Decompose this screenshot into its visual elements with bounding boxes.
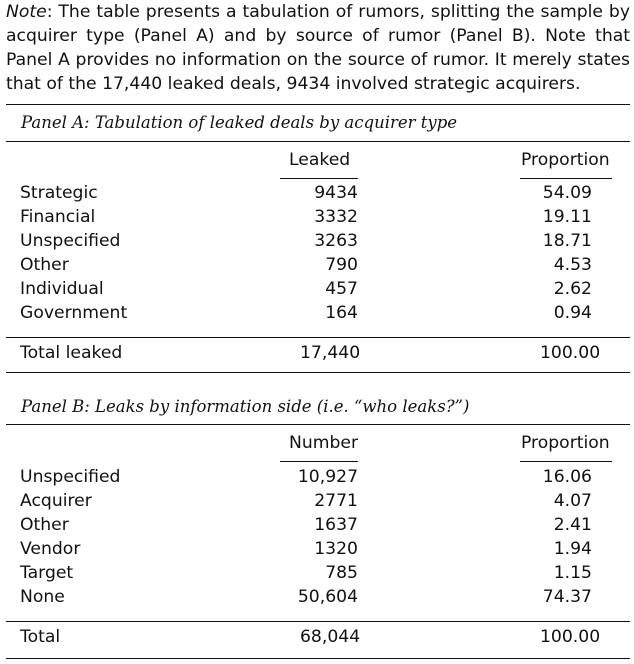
- table-row-label: Other: [20, 515, 69, 535]
- table-row-value: 457: [325, 279, 358, 299]
- panel-b-header-number: Number: [289, 433, 359, 453]
- table-row-proportion: 54.09: [542, 183, 592, 203]
- table-row-proportion: 74.37: [542, 587, 592, 607]
- table-row-proportion: 2.62: [553, 279, 592, 299]
- table-row-label: Unspecified: [20, 467, 121, 487]
- panel-b-bottom-rule: [6, 658, 630, 659]
- panel-a-bottom-rule: [6, 372, 630, 373]
- panel-a-top-rule: [6, 104, 630, 105]
- table-row-proportion: 0.94: [553, 303, 592, 323]
- panel-a-total-rule: [6, 337, 630, 338]
- table-row-value: 164: [325, 303, 358, 323]
- note-lead: Note: [6, 2, 47, 22]
- table-row-proportion: 1.94: [553, 539, 592, 559]
- table-row-proportion: 1.15: [553, 563, 592, 583]
- panel-a-header-leaked: Leaked: [289, 150, 351, 170]
- table-row-value: 790: [325, 255, 358, 275]
- table-row-label: Government: [20, 303, 128, 323]
- panel-b-total-label: Total: [20, 627, 61, 647]
- panel-a-total-label: Total leaked: [20, 343, 123, 363]
- panel-a-title-rule: [6, 141, 630, 142]
- panel-b-proportion-rule: [520, 461, 612, 462]
- panel-a-header-proportion: Proportion: [521, 150, 610, 170]
- table-row-label: Target: [20, 563, 74, 583]
- table-row-value: 3263: [314, 231, 358, 251]
- table-row-label: Unspecified: [20, 231, 121, 251]
- table-row-value: 1320: [314, 539, 358, 559]
- table-row-value: 50,604: [297, 587, 358, 607]
- panel-a-total-proportion: 100.00: [540, 343, 601, 363]
- table-row-label: Acquirer: [20, 491, 92, 511]
- panel-b-total-rule: [6, 621, 630, 622]
- note-text: : The table presents a tabulation of rum…: [6, 2, 630, 94]
- table-row-value: 9434: [314, 183, 358, 203]
- panel-b-total-value: 68,044: [300, 627, 361, 647]
- table-row-proportion: 4.07: [553, 491, 592, 511]
- panel-a-total-value: 17,440: [300, 343, 361, 363]
- table-row-proportion: 16.06: [542, 467, 592, 487]
- table-row-value: 3332: [314, 207, 358, 227]
- panel-a-leaked-rule: [280, 178, 358, 179]
- table-row-label: None: [20, 587, 65, 607]
- table-row-label: Individual: [20, 279, 104, 299]
- panel-b-title-rule: [6, 424, 630, 425]
- panel-b-number-rule: [280, 461, 358, 462]
- panel-b-header-proportion: Proportion: [521, 433, 610, 453]
- panel-a-proportion-rule: [520, 178, 612, 179]
- table-row-proportion: 4.53: [553, 255, 592, 275]
- table-row-label: Other: [20, 255, 69, 275]
- table-row-label: Vendor: [20, 539, 81, 559]
- table-row-proportion: 19.11: [542, 207, 592, 227]
- table-row-label: Strategic: [20, 183, 98, 203]
- table-note: Note: The table presents a tabulation of…: [6, 0, 630, 96]
- table-row-label: Financial: [20, 207, 96, 227]
- panel-a-title: Panel A: Tabulation of leaked deals by a…: [21, 113, 458, 132]
- table-row-value: 2771: [314, 491, 358, 511]
- table-row-value: 1637: [314, 515, 358, 535]
- table-row-proportion: 2.41: [553, 515, 592, 535]
- panel-b-title: Panel B: Leaks by information side (i.e.…: [21, 397, 470, 416]
- table-row-value: 785: [325, 563, 358, 583]
- table-row-value: 10,927: [297, 467, 358, 487]
- panel-b-total-proportion: 100.00: [540, 627, 601, 647]
- table-row-proportion: 18.71: [542, 231, 592, 251]
